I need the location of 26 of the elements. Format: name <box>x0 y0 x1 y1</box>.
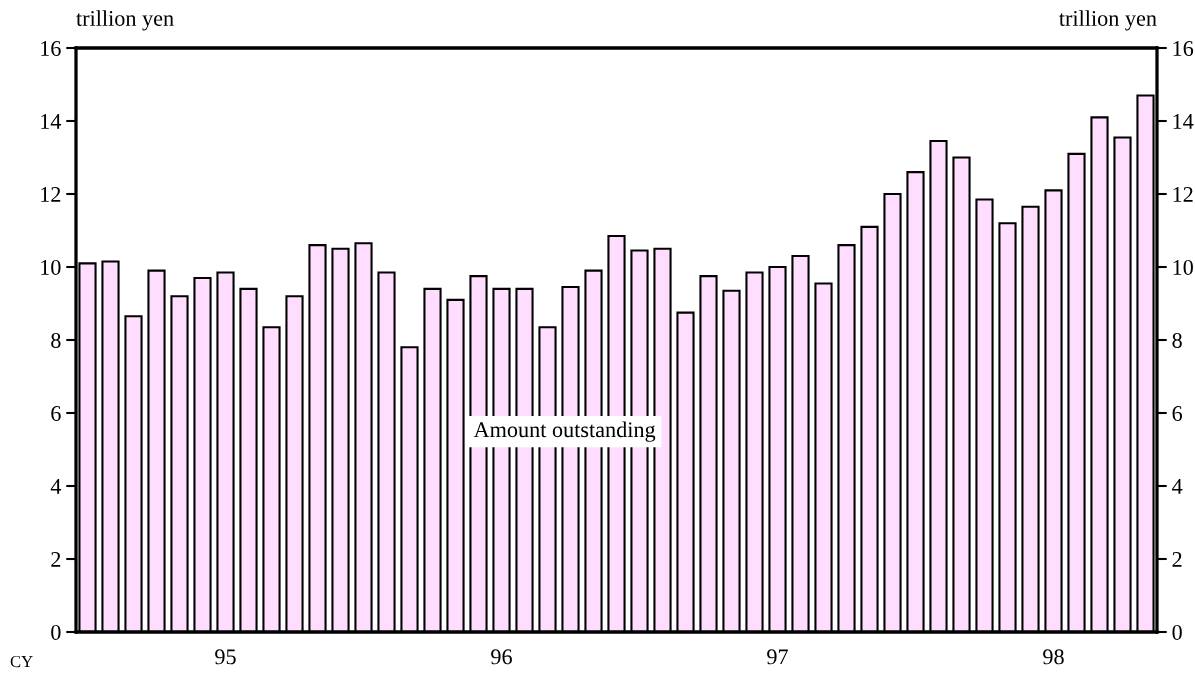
y2-tick-label: 8 <box>1172 332 1182 348</box>
y2-tick-label: 16 <box>1173 40 1194 56</box>
y-tick-label: 16 <box>41 40 61 56</box>
y-tick-label: 0 <box>51 624 61 640</box>
y2-tick-label: 10 <box>1173 259 1193 275</box>
text: CY <box>10 655 33 668</box>
y2-tick-label: 0 <box>1172 624 1182 640</box>
y-tick-label: 4 <box>50 479 62 494</box>
y2-tick-label: 6 <box>1172 405 1183 421</box>
y2-tick-label: 12 <box>1173 186 1193 202</box>
y2-tick-label: 2 <box>1172 551 1182 567</box>
y2-tick-label: 4 <box>1172 479 1183 494</box>
annotation: Amount outstanding <box>473 421 656 442</box>
y2-tick-label: 14 <box>1173 114 1194 129</box>
x-tick-label: 98 <box>1043 649 1064 665</box>
y-tick-label: 12 <box>41 186 61 202</box>
x-tick-label: 97 <box>767 649 788 665</box>
y-tick-label: 8 <box>51 332 61 348</box>
y-tick-label: 2 <box>51 551 61 567</box>
y-tick-label: 6 <box>51 405 61 421</box>
y-tick-label: 10 <box>41 259 61 275</box>
y-tick-label: 14 <box>41 114 62 129</box>
x-tick-label: 95 <box>215 649 236 665</box>
y2-axis-title: trillion yen <box>1059 10 1157 31</box>
y-axis-title: trillion yen <box>76 10 174 31</box>
x-tick-label: 96 <box>491 649 512 665</box>
